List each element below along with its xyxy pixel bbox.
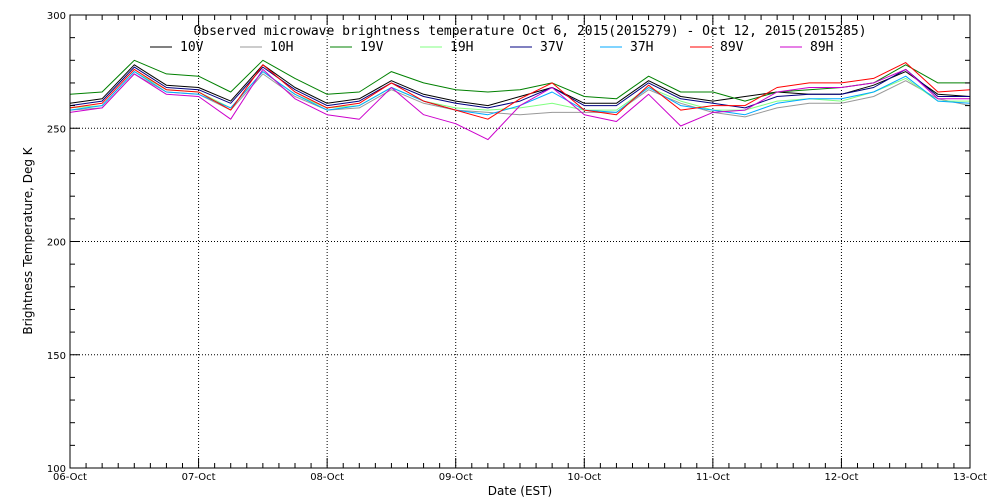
x-tick-label: 11-Oct: [696, 472, 730, 483]
series-lines: [69, 59, 971, 141]
x-axis-title: Date (EST): [488, 484, 552, 498]
x-tick-label: 10-Oct: [567, 472, 601, 483]
x-tick-label: 07-Oct: [182, 472, 216, 483]
series-line-37v: [69, 66, 970, 109]
legend-label-89v: 89V: [720, 40, 744, 55]
y-tick-label: 100: [47, 464, 66, 475]
legend-label-19h: 19H: [450, 40, 473, 55]
series-line-10v: [69, 64, 971, 107]
legend-label-37h: 37H: [630, 40, 653, 55]
x-tick-label: 12-Oct: [824, 472, 858, 483]
x-tick-label: 09-Oct: [439, 472, 473, 483]
axis-ticks: 100 150 200 250 300 06-Oct 07-Oct 08-Oct 09-Oct 1…: [47, 11, 987, 483]
legend-label-19v: 19V: [360, 40, 384, 55]
legend-label-89h: 89H: [810, 40, 833, 55]
y-tick-label: 150: [47, 351, 66, 362]
legend-label-37v: 37V: [540, 40, 564, 55]
series-line-19v: [69, 59, 970, 102]
y-tick-label: 300: [47, 11, 66, 22]
x-tick-label: 08-Oct: [310, 472, 344, 483]
legend-label-10h: 10H: [270, 40, 293, 55]
series-line-10h: [69, 73, 971, 118]
grid-lines: [70, 15, 970, 468]
y-tick-label: 200: [47, 238, 66, 249]
chart-title: Observed microwave brightness temperatur…: [193, 24, 866, 39]
legend-label-10v: 10V: [180, 40, 204, 55]
y-axis-title: Brightness Temperature, Deg K: [21, 146, 35, 334]
series-line-89h: [69, 68, 970, 141]
y-tick-label: 250: [47, 124, 66, 135]
x-tick-label: 13-Oct: [953, 472, 987, 483]
legend: 10V 10H 19V 19H 37V 37H 89V 89H: [150, 40, 833, 55]
x-tick-label: 06-Oct: [53, 472, 87, 483]
series-line-89v: [69, 62, 971, 120]
series-line-19h: [69, 71, 970, 111]
